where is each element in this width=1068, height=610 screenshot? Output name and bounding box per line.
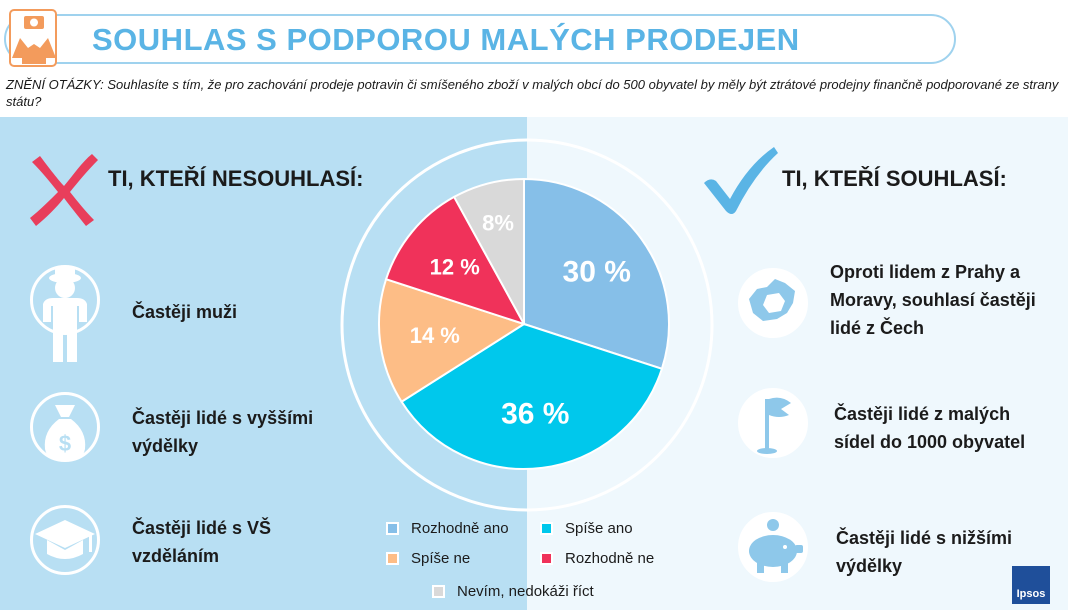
- disagree-item-university: Častěji lidé s VŠ vzděláním: [132, 518, 272, 566]
- pie-label-1: 36 %: [501, 398, 569, 431]
- legend-swatch-4: [432, 585, 445, 598]
- pie-label-2: 14 %: [410, 323, 460, 348]
- legend-item-1: Spíše ano: [540, 520, 633, 537]
- pie-slice-nev-m-nedok-i-ct: [452, 177, 525, 325]
- pie-outer-ring: [340, 138, 714, 512]
- graduation-cap-icon: [30, 505, 100, 575]
- pie-slice-rozhodn-ne: [384, 195, 527, 326]
- disagree-item-men: Častěji muži: [132, 302, 238, 322]
- legend-item-3: Rozhodně ne: [540, 550, 654, 567]
- pie-label-4: 8%: [482, 211, 514, 236]
- legend-swatch-2: [386, 552, 399, 565]
- map-icon: [738, 268, 808, 338]
- legend-label-2: Spíše ne: [411, 550, 471, 567]
- svg-text:$: $: [59, 431, 71, 456]
- funding-hand-icon: [9, 9, 57, 67]
- legend-item-0: Rozhodně ano: [386, 520, 509, 537]
- title-banner: [4, 14, 956, 64]
- pie-label-0: 30 %: [563, 256, 631, 289]
- pie-slice-rozhodn-ano: [523, 177, 670, 371]
- legend-item-4: Nevím, nedokáži říct: [432, 583, 594, 600]
- flag-icon: [738, 388, 808, 458]
- legend-label-3: Rozhodně ne: [565, 550, 655, 567]
- man-icon: [30, 265, 100, 362]
- legend-swatch-3: [540, 552, 553, 565]
- legend-label-0: Rozhodně ano: [411, 520, 509, 537]
- checkmark-icon: [704, 147, 778, 214]
- pie-slice-sp-e-ne: [378, 277, 527, 404]
- ipsos-logo: Ipsos: [1012, 566, 1050, 604]
- money-bag-icon: $: [30, 392, 100, 462]
- cross-icon: [30, 154, 98, 226]
- page-title: SOUHLAS S PODPOROU MALÝCH PRODEJEN: [92, 22, 800, 57]
- agree-item-lower-income: Častěji lidé s nižšími výdělky: [836, 528, 1013, 576]
- pie-slice-sp-e-ano: [400, 322, 664, 470]
- disagree-heading: TI, KTEŘÍ NESOUHLASÍ:: [108, 166, 364, 191]
- legend-swatch-0: [386, 522, 399, 535]
- piggy-bank-icon: [738, 512, 808, 582]
- agree-item-small-towns: Častěji lidé z malých sídel do 1000 obyv…: [834, 404, 1026, 452]
- legend-item-2: Spíše ne: [386, 550, 470, 567]
- legend-swatch-1: [540, 522, 553, 535]
- agree-heading: TI, KTEŘÍ SOUHLASÍ:: [782, 166, 1007, 191]
- agree-item-bohemia: Oproti lidem z Prahy a Moravy, souhlasí …: [830, 262, 1036, 338]
- disagree-item-higher-income: Častěji lidé s vyššími výdělky: [132, 408, 314, 456]
- legend-label-4: Nevím, nedokáži říct: [457, 583, 594, 600]
- question-text: ZNĚNÍ OTÁZKY: Souhlasíte s tím, že pro z…: [6, 77, 1059, 109]
- pie-label-3: 12 %: [430, 254, 480, 279]
- legend-label-1: Spíše ano: [565, 520, 633, 537]
